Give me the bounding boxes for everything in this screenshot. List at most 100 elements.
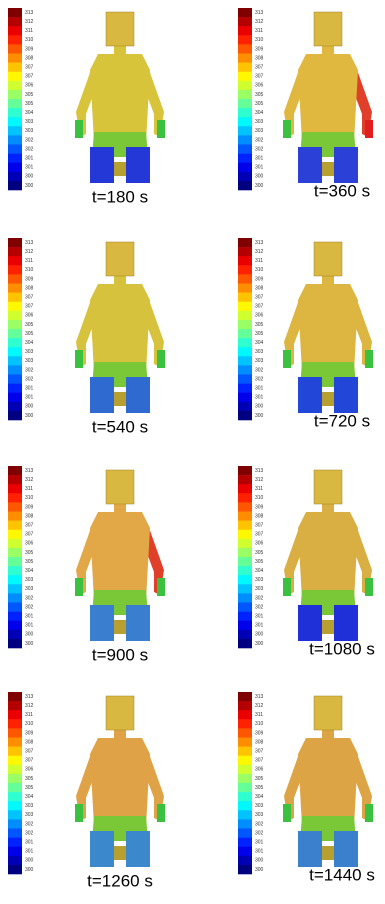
time-label: t=1440 s xyxy=(309,865,375,884)
colorbar-tick: 312 xyxy=(255,19,264,25)
left-hand xyxy=(75,350,83,368)
colorbar-band xyxy=(238,557,252,566)
colorbar-tick: 307 xyxy=(255,64,264,70)
colorbar-band xyxy=(8,557,22,566)
colorbar-tick: 307 xyxy=(25,64,34,70)
colorbar-tick: 303 xyxy=(255,803,264,809)
colorbar-tick: 312 xyxy=(25,703,34,709)
colorbar-tick: 300 xyxy=(25,404,34,410)
colorbar-tick: 304 xyxy=(255,568,264,574)
colorbar-tick: 307 xyxy=(255,74,264,80)
colorbar-band xyxy=(238,593,252,602)
colorbar-tick: 302 xyxy=(255,830,264,836)
colorbar-band xyxy=(8,81,22,90)
right-shin xyxy=(126,147,150,183)
colorbar-tick: 302 xyxy=(25,604,34,610)
colorbar-tick: 307 xyxy=(25,294,34,300)
colorbar-band xyxy=(238,302,252,311)
colorbar-tick: 311 xyxy=(25,28,33,34)
colorbar-band xyxy=(238,265,252,274)
colorbar-band xyxy=(8,521,22,530)
colorbar-tick: 307 xyxy=(255,532,264,538)
colorbar-band xyxy=(238,365,252,374)
colorbar-tick: 306 xyxy=(25,83,34,89)
colorbar-tick: 309 xyxy=(25,730,34,736)
colorbar-band xyxy=(8,829,22,838)
colorbar-band xyxy=(238,865,252,874)
colorbar-tick: 300 xyxy=(255,404,264,410)
colorbar-tick: 305 xyxy=(25,785,34,791)
colorbar-band xyxy=(238,411,252,420)
colorbar-tick: 305 xyxy=(255,776,264,782)
colorbar-band xyxy=(8,393,22,402)
colorbar-tick: 308 xyxy=(25,739,34,745)
colorbar-band xyxy=(8,247,22,256)
colorbar-tick: 307 xyxy=(25,748,34,754)
colorbar-tick: 305 xyxy=(25,92,34,98)
head xyxy=(106,12,134,46)
colorbar-band xyxy=(8,302,22,311)
colorbar-band xyxy=(238,117,252,126)
colorbar-band xyxy=(238,692,252,701)
head xyxy=(314,242,342,276)
colorbar-tick: 313 xyxy=(25,240,34,246)
colorbar-tick: 307 xyxy=(25,758,34,764)
colorbar-band xyxy=(8,26,22,35)
colorbar-tick: 312 xyxy=(25,477,34,483)
colorbar-tick: 304 xyxy=(25,568,34,574)
colorbar-band xyxy=(8,54,22,63)
colorbar-band xyxy=(238,145,252,154)
colorbar-band xyxy=(238,90,252,99)
colorbar-tick: 303 xyxy=(255,812,264,818)
time-label: t=540 s xyxy=(92,417,148,436)
colorbar-tick: 308 xyxy=(255,55,264,61)
colorbar-band xyxy=(238,172,252,181)
colorbar-band xyxy=(8,181,22,190)
colorbar-band xyxy=(8,384,22,393)
head xyxy=(106,242,134,276)
colorbar-band xyxy=(238,774,252,783)
time-label: t=720 s xyxy=(314,411,370,430)
colorbar-tick: 300 xyxy=(25,858,34,864)
colorbar-band xyxy=(238,719,252,728)
colorbar-band xyxy=(238,701,252,710)
colorbar-tick: 303 xyxy=(25,586,34,592)
left-shin xyxy=(90,377,114,413)
colorbar-band xyxy=(238,838,252,847)
colorbar-tick: 305 xyxy=(255,101,264,107)
colorbar-band xyxy=(238,311,252,320)
colorbar-tick: 303 xyxy=(25,349,34,355)
colorbar-band xyxy=(8,756,22,765)
right-hand xyxy=(365,804,373,822)
colorbar-band xyxy=(8,145,22,154)
colorbar-tick: 306 xyxy=(25,767,34,773)
colorbar-tick: 301 xyxy=(25,385,34,391)
colorbar-band xyxy=(8,99,22,108)
colorbar-band xyxy=(238,384,252,393)
colorbar-tick: 300 xyxy=(255,867,264,873)
colorbar-tick: 312 xyxy=(25,249,34,255)
colorbar-band xyxy=(238,575,252,584)
colorbar-tick: 306 xyxy=(25,313,34,319)
colorbar-band xyxy=(238,530,252,539)
colorbar-band xyxy=(238,329,252,338)
colorbar-band xyxy=(8,63,22,72)
colorbar-tick: 304 xyxy=(25,110,34,116)
head xyxy=(106,696,134,730)
colorbar-tick: 307 xyxy=(255,304,264,310)
right-shin xyxy=(126,605,150,641)
colorbar-band xyxy=(8,856,22,865)
colorbar-band xyxy=(8,865,22,874)
colorbar-tick: 303 xyxy=(25,803,34,809)
colorbar-band xyxy=(238,126,252,135)
colorbar-tick: 311 xyxy=(25,486,33,492)
colorbar-tick: 305 xyxy=(25,331,34,337)
colorbar-tick: 302 xyxy=(255,821,264,827)
colorbar-tick: 310 xyxy=(25,721,34,727)
colorbar-band xyxy=(8,539,22,548)
colorbar-band xyxy=(238,756,252,765)
right-shin xyxy=(126,377,150,413)
torso xyxy=(90,738,150,826)
colorbar-band xyxy=(8,593,22,602)
colorbar-tick: 308 xyxy=(25,285,34,291)
